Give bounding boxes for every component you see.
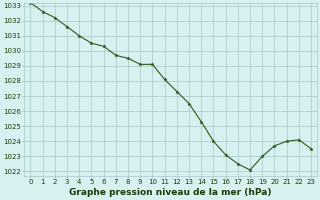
X-axis label: Graphe pression niveau de la mer (hPa): Graphe pression niveau de la mer (hPa) xyxy=(69,188,272,197)
